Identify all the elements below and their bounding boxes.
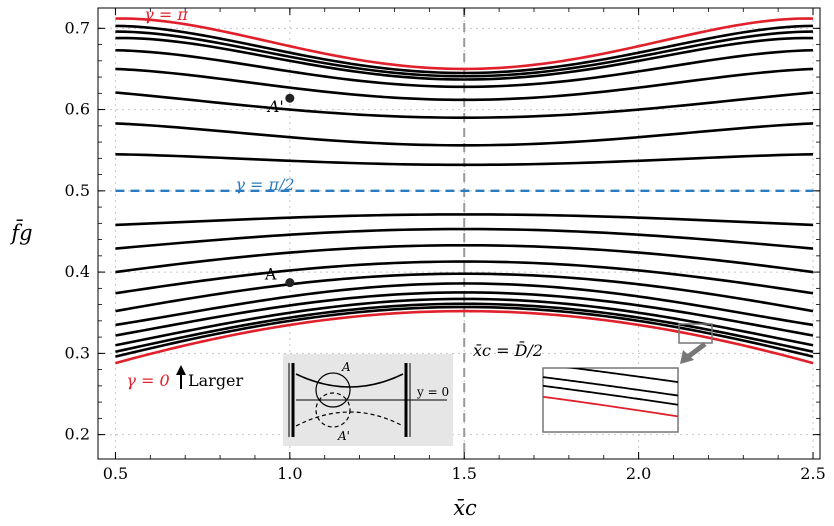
y-tick-label: 0.2	[65, 425, 90, 444]
x-tick-label: 0.5	[103, 464, 128, 483]
zoom-series-line	[543, 395, 678, 418]
larger-label: Larger	[188, 371, 244, 390]
gamma-pi-label: γ = π	[144, 5, 188, 24]
series-line	[115, 227, 814, 250]
point-marker	[285, 93, 295, 103]
y-tick-label: 0.7	[65, 18, 90, 37]
series-line	[115, 243, 814, 274]
series-line	[115, 297, 814, 347]
series-line	[115, 213, 814, 227]
x-tick-label: 1.0	[277, 464, 302, 483]
y-tick-label: 0.3	[65, 343, 90, 362]
series-line	[115, 17, 814, 71]
curves-group	[115, 17, 814, 365]
series-line	[115, 91, 814, 120]
x-tick-label: 1.5	[452, 464, 477, 483]
series-line	[115, 24, 814, 75]
series-line	[115, 302, 814, 354]
inset-label-a-prime: A'	[337, 429, 350, 443]
series-line	[115, 282, 814, 327]
grid	[98, 8, 820, 459]
x-tick-label: 2.5	[800, 464, 825, 483]
zoom-indicator	[542, 323, 713, 433]
series-line	[115, 291, 814, 337]
series-line	[115, 272, 814, 313]
zoom-series-line	[566, 368, 678, 383]
y-axis-label: f̄g	[9, 219, 32, 245]
ticks-group: 0.5 1.0 1.5 2.0 2.5 0.2 0.3 0.4 0.5 0.6 0.7	[65, 8, 826, 483]
series-line	[115, 260, 814, 295]
series-line	[115, 309, 814, 365]
gamma-zero-label: γ = 0	[126, 371, 169, 390]
series-line	[115, 67, 814, 102]
series-line	[115, 36, 814, 81]
series-line	[115, 152, 814, 167]
point-label: A'	[266, 97, 284, 116]
center-line-label: x̄c = D̄/2	[473, 339, 543, 360]
series-line	[115, 122, 814, 147]
series-line	[115, 48, 814, 89]
series-line	[115, 305, 814, 358]
gamma-half-pi-label: γ = π/2	[235, 175, 294, 194]
x-tick-label: 2.0	[626, 464, 651, 483]
plot-frame	[97, 7, 821, 460]
point-marker	[285, 278, 295, 288]
y-tick-label: 0.6	[65, 100, 90, 119]
inset-label-a: A	[341, 360, 351, 374]
larger-arrow-icon	[176, 365, 186, 389]
inset-label-y0: y = 0	[416, 385, 449, 399]
points-group: A' A	[264, 93, 295, 288]
point-label: A	[264, 265, 277, 284]
x-axis-label: x̄c	[453, 496, 477, 520]
zoom-series-line	[543, 376, 678, 397]
zoom-series-line	[543, 384, 678, 406]
y-tick-label: 0.5	[65, 181, 90, 200]
y-tick-label: 0.4	[65, 262, 90, 281]
inset-diagram: A A' y = 0	[283, 354, 453, 446]
series-line	[115, 30, 814, 78]
